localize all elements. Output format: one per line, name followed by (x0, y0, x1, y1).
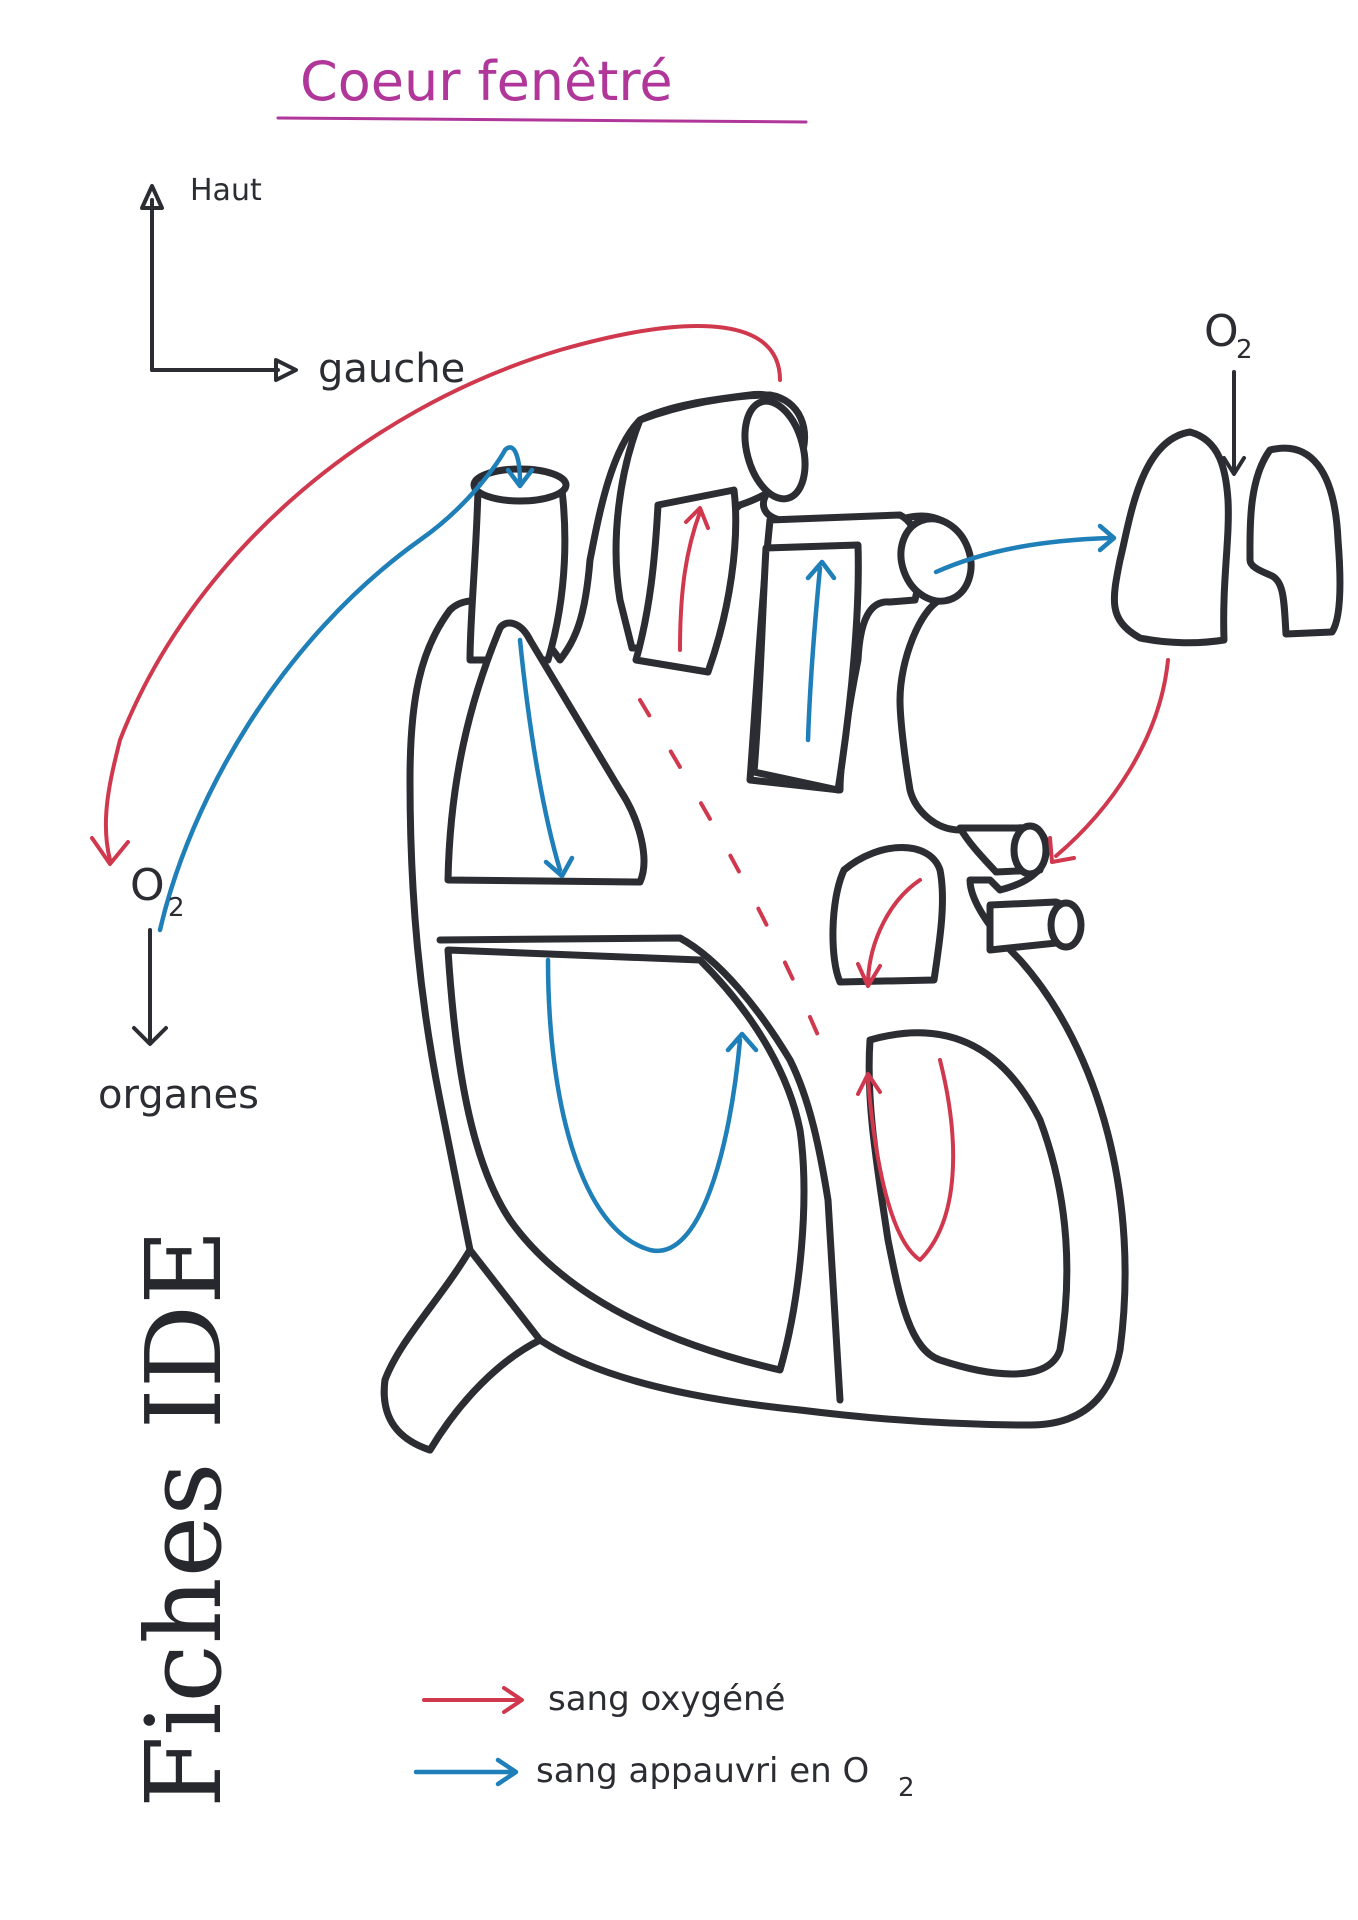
red-arrowhead-organs (90, 836, 130, 866)
watermark: Fiches IDE (123, 1229, 245, 1808)
red-arrowhead-aorta (684, 506, 710, 530)
right-atrium-window (444, 619, 648, 886)
pulmonary-vein-upper-opening (1010, 822, 1050, 878)
up-arrow-icon (140, 184, 164, 210)
orientation-axes: Haut gauche (140, 173, 465, 392)
interventricular-septum (436, 934, 844, 1404)
legend-oxygenated-label: sang oxygéné (548, 1679, 785, 1719)
right-ventricle-window (444, 946, 808, 1374)
pulmonary-veins (956, 822, 1085, 954)
legend-deoxygenated-subscript: 2 (898, 1773, 915, 1803)
pulmonary-artery (746, 511, 975, 794)
blue-flow-ventricle (545, 957, 743, 1254)
legend-deoxygenated-label: sang appauvri en O (536, 1751, 869, 1791)
right-arrow-icon (274, 358, 298, 382)
left-ventricle-window (865, 1029, 1071, 1378)
aorta-opening (741, 397, 809, 503)
vena-cava-tube (466, 486, 569, 664)
red-arrowhead-lungs (1048, 836, 1076, 864)
lungs-o2-subscript: 2 (1236, 335, 1253, 365)
legend-red-arrowhead (502, 1686, 524, 1714)
legend: sang oxygéné sang appauvri en O 2 (413, 1679, 915, 1803)
blue-flow-pulmonary (805, 565, 823, 743)
blue-flow-from-organs (157, 445, 523, 933)
red-arrowhead-atrium (856, 962, 882, 988)
lung-left (1110, 428, 1232, 647)
deoxygenated-flow (157, 445, 1117, 1254)
down-arrow-icon (132, 1026, 168, 1046)
page-title: Coeur fenêtré (300, 50, 673, 113)
red-flow-atrium (866, 878, 922, 982)
body-o2-subscript: 2 (168, 893, 185, 923)
pulmonary-vein-lower-opening (1047, 899, 1085, 951)
red-flow-ventricle (866, 1058, 956, 1262)
legend-blue-arrowhead (495, 1757, 519, 1787)
organs-label: organes (98, 1072, 259, 1118)
blue-arrowhead-vena-cava (505, 467, 535, 489)
lungs: O 2 (1110, 306, 1344, 647)
red-flow-to-organs (103, 324, 782, 862)
axis-left-label: gauche (318, 346, 465, 392)
septum-dashed-line (638, 698, 822, 1042)
red-arrowhead-ventricle (856, 1072, 882, 1096)
down-arrow-icon (1222, 456, 1246, 476)
lung-right (1246, 444, 1344, 638)
title-underline (276, 116, 808, 124)
body-side: O 2 organes (98, 860, 259, 1118)
aorta (612, 391, 809, 676)
lungs-o2-label: O (1204, 306, 1239, 357)
blue-flow-to-lungs (933, 535, 1113, 575)
aorta-window (632, 486, 740, 676)
pulmonary-window (750, 541, 862, 794)
pulmonary-opening (897, 515, 975, 605)
inferior-vena-cava (380, 1246, 544, 1454)
axis-up-label: Haut (190, 173, 262, 208)
red-flow-from-lungs (1054, 658, 1170, 858)
red-flow-aorta (678, 510, 702, 652)
oxygenated-flow (90, 324, 1170, 1262)
blue-flow-atrium (517, 637, 563, 873)
blue-arrowhead-lungs (1097, 523, 1117, 553)
body-o2-label: O (130, 860, 165, 911)
blue-arrowhead-pulmonary (805, 559, 837, 581)
blue-arrowhead-atrium (543, 855, 575, 879)
blue-arrowhead-ventricle (725, 1031, 759, 1053)
